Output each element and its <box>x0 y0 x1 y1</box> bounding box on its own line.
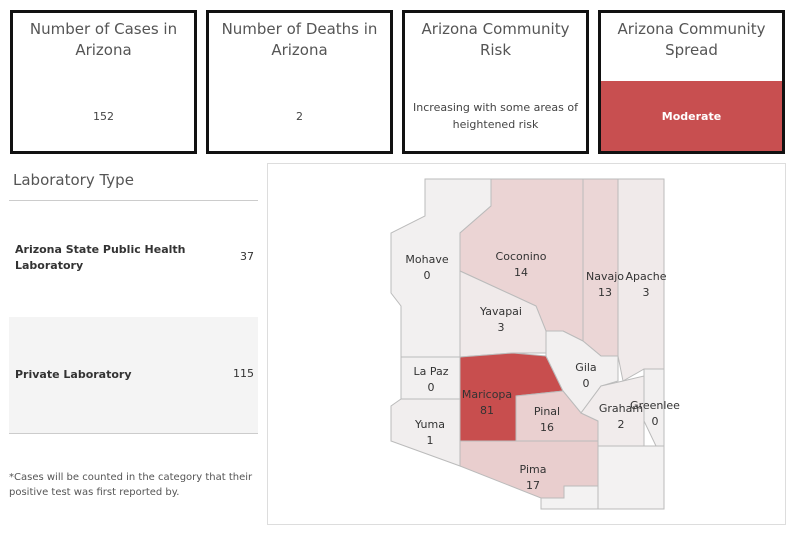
kpi-value: 2 <box>296 109 303 123</box>
county-cases: 16 <box>540 421 554 434</box>
lab-name: Private Laboratory <box>15 368 132 381</box>
lab-title: Laboratory Type <box>13 171 134 189</box>
county-cases: 0 <box>424 269 431 282</box>
county-name: Apache <box>625 270 666 283</box>
lab-row: Private Laboratory 115 <box>9 317 258 433</box>
county-name: Gila <box>575 361 596 374</box>
county <box>582 178 619 357</box>
footnote: *Cases will be counted in the category t… <box>9 472 253 498</box>
kpi-card: Number of Deaths in Arizona 2 <box>206 10 393 154</box>
county-cases: 13 <box>598 286 612 299</box>
county-cases: 1 <box>427 434 434 447</box>
county-name: Navajo <box>586 270 624 283</box>
map-panel: Mohave 0 Coconino 14 Navajo 13 Apache 3 Yavapai 3… <box>267 163 786 525</box>
county-cases: 81 <box>480 404 494 417</box>
kpi-title: Number of Deaths in Arizona <box>221 20 378 59</box>
county <box>580 375 645 447</box>
county-cases: 3 <box>498 321 505 334</box>
kpi-card: Arizona Community Risk Increasing with so… <box>402 10 589 154</box>
kpi-card: Arizona Community Spread Moderate <box>598 10 785 154</box>
kpi-card: Number of Cases in Arizona 152 <box>10 10 197 154</box>
county-name: Greenlee <box>630 399 680 412</box>
county-name: Mohave <box>405 253 448 266</box>
lab-count: 115 <box>233 367 254 380</box>
kpi-value: 152 <box>93 109 114 123</box>
county-name: La Paz <box>413 365 448 378</box>
county-cases: 0 <box>652 415 659 428</box>
county <box>545 330 619 414</box>
lab-row: Arizona State Public Health Laboratory 37 <box>9 202 258 314</box>
county-cases: 14 <box>514 266 528 279</box>
divider <box>9 433 258 434</box>
lab-count: 37 <box>240 250 254 263</box>
map: Mohave 0 Coconino 14 Navajo 13 Apache 3 Yavapai 3… <box>390 178 680 510</box>
county-cases: 0 <box>428 381 435 394</box>
kpi-value: Increasing with some areas of heightened… <box>413 101 578 131</box>
county-name: Pima <box>520 463 547 476</box>
county-name: Yuma <box>414 418 445 431</box>
kpi-title: Arizona Community Risk <box>421 20 570 59</box>
kpi-value: Moderate <box>601 81 782 151</box>
county-cases: 17 <box>526 479 540 492</box>
kpi-title: Number of Cases in Arizona <box>29 20 178 59</box>
county <box>459 440 599 499</box>
lab-name: Arizona State Public Health Laboratory <box>15 243 186 272</box>
county-name: Yavapai <box>479 305 522 318</box>
county-name: Coconino <box>496 250 547 263</box>
county <box>390 398 461 467</box>
county-name: Maricopa <box>462 388 512 401</box>
divider <box>9 200 258 201</box>
county-shape <box>597 445 665 510</box>
county-name: Graham <box>599 402 643 415</box>
county-name: Pinal <box>534 405 560 418</box>
county-cases: 2 <box>618 418 625 431</box>
county <box>643 368 665 447</box>
kpi-title: Arizona Community Spread <box>617 20 766 59</box>
county-cases: 0 <box>583 377 590 390</box>
county-cases: 3 <box>643 286 650 299</box>
